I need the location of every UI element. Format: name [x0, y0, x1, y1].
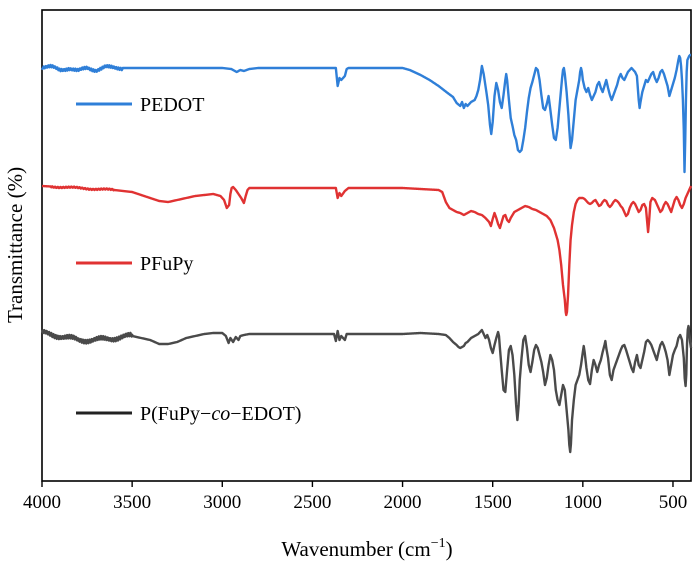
plot-area [41, 9, 692, 482]
y-axis-title: Transmittance (%) [3, 167, 27, 323]
series-line-pfupy [41, 184, 693, 317]
legend-label-pedot: PEDOT [140, 94, 204, 116]
x-axis-title-close: ) [446, 537, 453, 561]
legend-label-copolymer-suffix: −EDOT) [230, 403, 301, 425]
legend-item-pedot: PEDOT [76, 94, 204, 116]
legend-item-copolymer: P(FuPy−co−EDOT) [76, 403, 301, 425]
legend-label-copolymer-prefix: P(FuPy− [140, 403, 211, 425]
x-tick-label: 2000 [384, 492, 422, 513]
x-tick-label: 2500 [293, 492, 331, 513]
x-tick-label: 3000 [203, 492, 241, 513]
x-tick-label: 3500 [113, 492, 151, 513]
x-axis-title: Wavenumber (cm−1) [281, 536, 452, 561]
x-axis-title-sup: −1 [431, 536, 446, 551]
x-axis-title-base: Wavenumber (cm [281, 537, 430, 561]
legend-item-pfupy: PFuPy [76, 253, 193, 275]
legend-label-copolymer-italic: co [211, 403, 230, 425]
x-tick-label: 1500 [474, 492, 512, 513]
legend: PEDOT PFuPy P(FuPy−co−EDOT) [76, 94, 301, 425]
x-axis-ticks: 4000 3500 3000 2500 2000 1500 1000 500 [23, 481, 687, 513]
legend-label-pfupy: PFuPy [140, 253, 193, 275]
series-line-pedot [40, 53, 692, 174]
x-tick-label: 500 [659, 492, 688, 513]
plot-frame [41, 9, 692, 482]
series-layer [40, 53, 693, 454]
series-line-copolymer [40, 324, 693, 454]
legend-label-copolymer: P(FuPy−co−EDOT) [140, 403, 301, 425]
x-tick-label: 4000 [23, 492, 61, 513]
x-tick-label: 1000 [564, 492, 602, 513]
